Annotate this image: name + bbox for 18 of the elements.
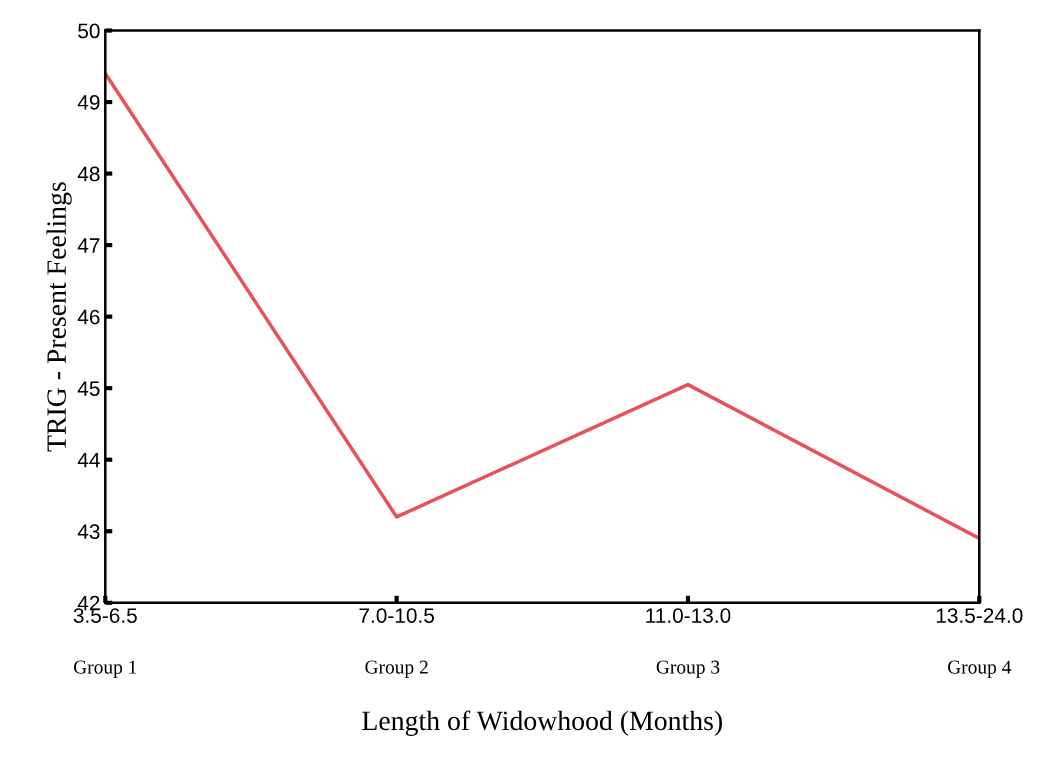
y-tick-label: 47: [77, 238, 100, 253]
text: Group 4: [947, 660, 1012, 678]
text: Group 1: [73, 660, 137, 678]
text: Group 2: [365, 660, 428, 678]
line-series: [105, 71, 980, 541]
x-axis-title: Length of Widowhood (Months): [362, 710, 722, 736]
y-tick-label: 45: [77, 381, 100, 396]
y-tick-label: 43: [77, 524, 100, 539]
x-tick-label: 13.5-24.0: [936, 608, 1023, 623]
y-tick-label: 46: [77, 309, 100, 325]
y-tick-label: 50: [78, 23, 100, 39]
text: Group 3: [656, 660, 720, 678]
y-axis-title: TRIG - Present Feelings: [46, 182, 72, 452]
y-tick-label: 48: [77, 166, 100, 182]
x-tick-label: 7.0-10.5: [359, 608, 434, 623]
y-tick-label: 44: [77, 452, 100, 468]
y-tick-label: 49: [77, 95, 100, 110]
x-tick-label: 11.0-13.0: [646, 608, 731, 623]
